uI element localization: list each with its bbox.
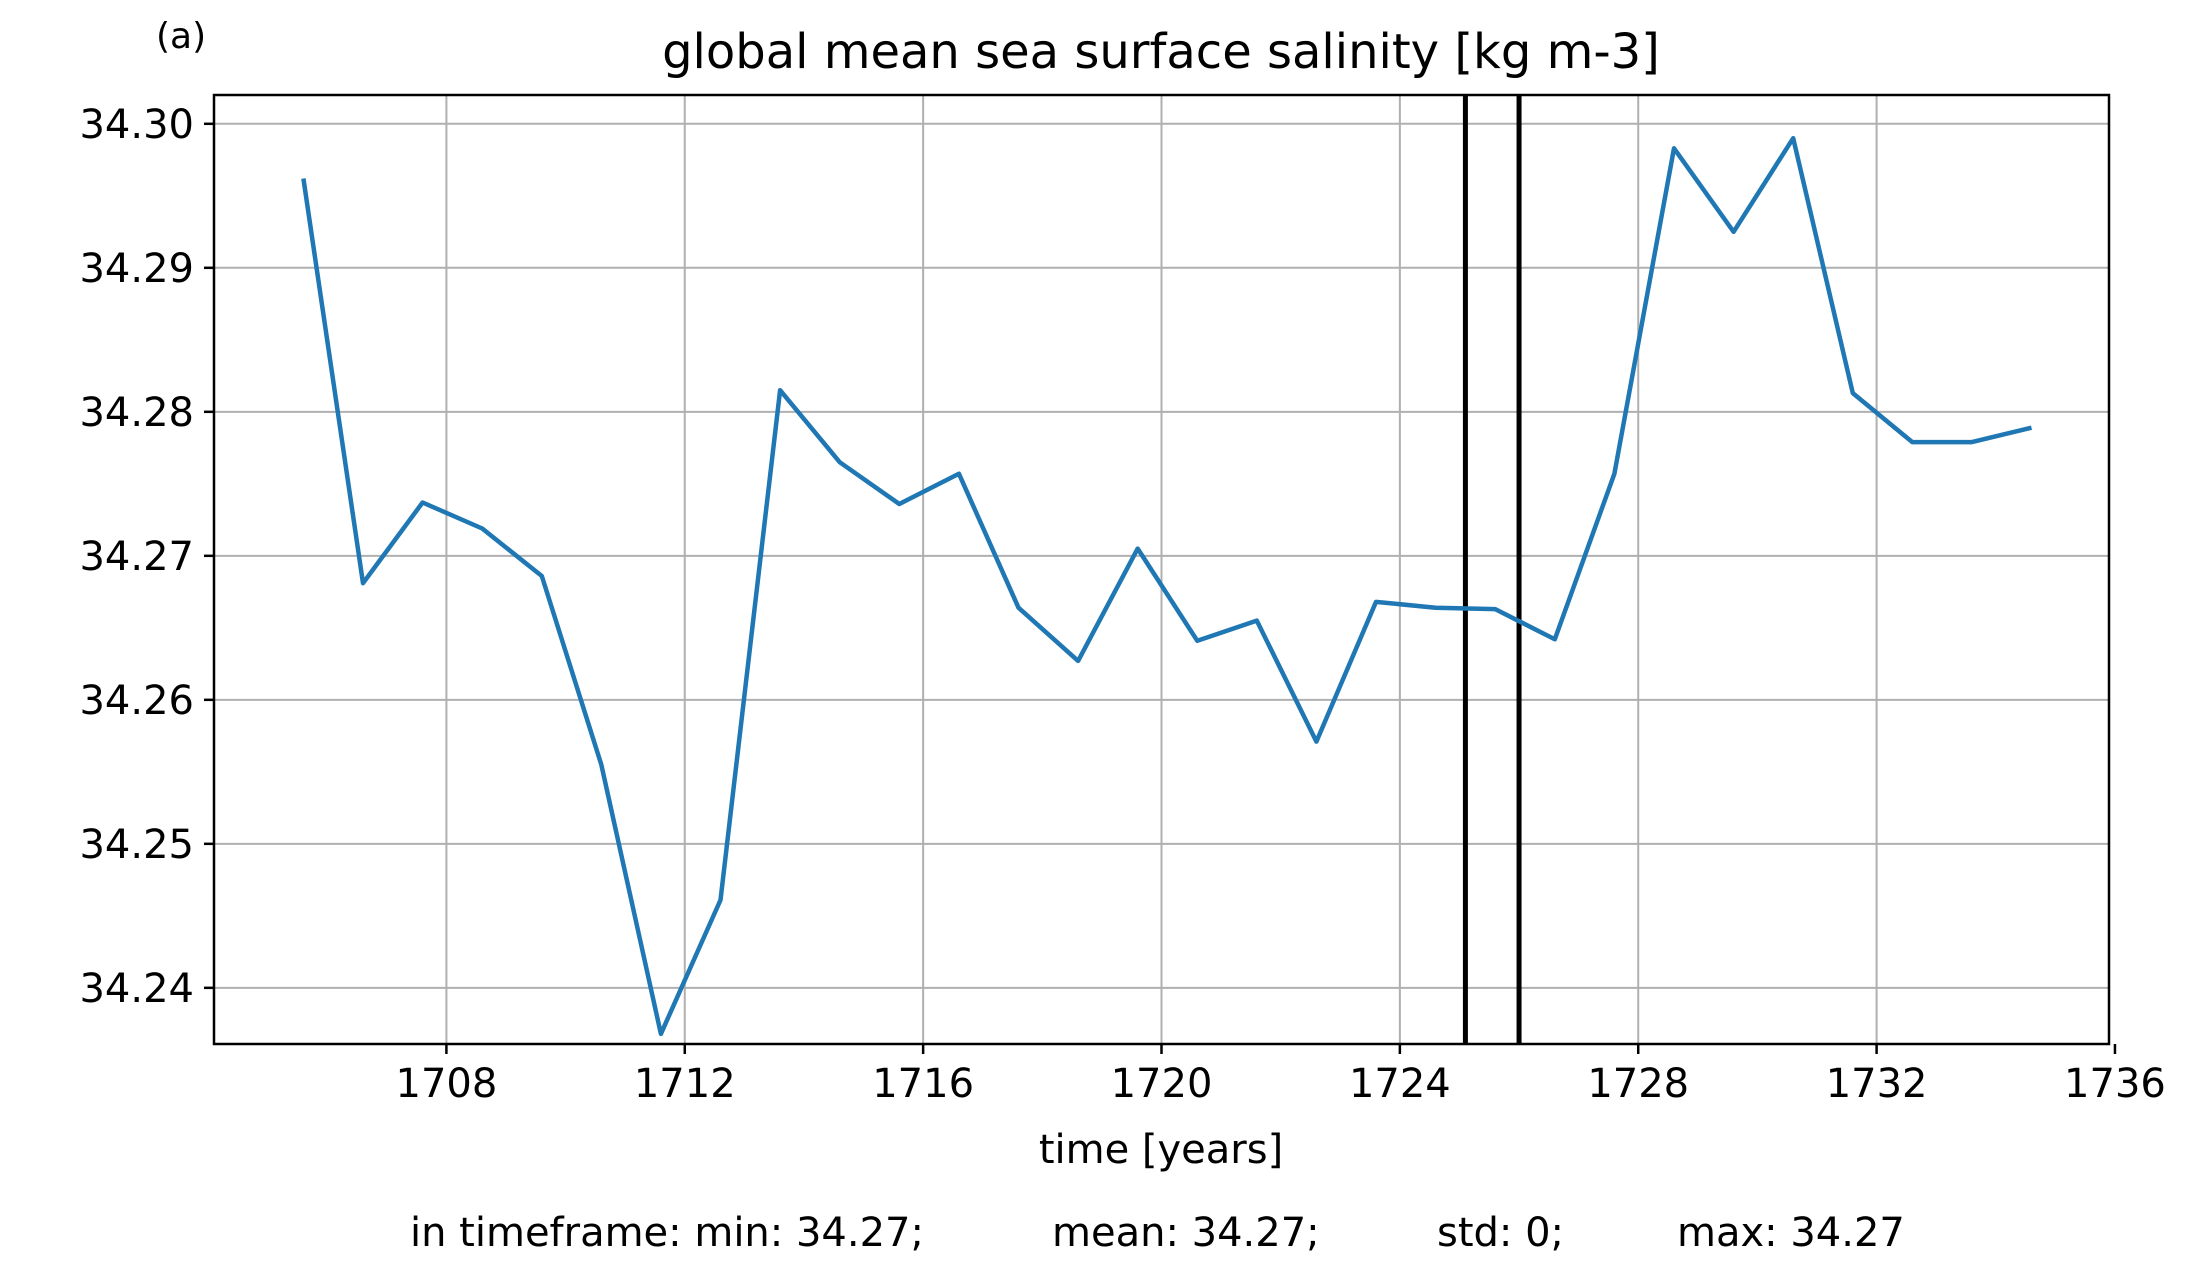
chart-title: global mean sea surface salinity [kg m-3… [662,24,1660,80]
stats-line: in timeframe: min: 34.27; mean: 34.27; s… [410,1210,1905,1256]
vertical-markers [1462,95,1522,1044]
y-tick-label: 34.28 [79,390,194,436]
stats-max: max: 34.27 [1677,1210,1905,1256]
x-tick-label: 1736 [2064,1061,2166,1107]
x-tick-label: 1708 [396,1061,498,1107]
stats-std: std: 0; [1437,1210,1564,1256]
panel-label: (a) [156,16,206,57]
x-tick-label: 1732 [1826,1061,1928,1107]
y-tick-label: 34.25 [79,822,194,868]
x-tick-label: 1716 [872,1061,974,1107]
x-tick-label: 1712 [634,1061,736,1107]
stats-mean: mean: 34.27; [1052,1210,1320,1256]
y-tick-label: 34.24 [79,966,194,1012]
y-axis-ticks: 34.24 34.25 34.26 34.27 34.28 34.29 34.30 [79,102,214,1012]
x-tick-label: 1724 [1349,1061,1451,1107]
y-tick-label: 34.29 [79,246,194,292]
stats-min: in timeframe: min: 34.27; [410,1210,924,1256]
y-tick-label: 34.26 [79,678,194,724]
y-tick-label: 34.30 [79,102,194,148]
x-tick-label: 1728 [1587,1061,1689,1107]
x-tick-label: 1720 [1111,1061,1213,1107]
y-tick-label: 34.27 [79,534,194,580]
x-axis-label: time [years] [1039,1127,1283,1173]
x-axis-ticks: 1708 1712 1716 1720 1724 1728 1732 1736 [396,1044,2166,1107]
data-series-line [301,135,2033,1037]
grid-lines [214,95,2109,1044]
series-lines [301,135,2033,1037]
